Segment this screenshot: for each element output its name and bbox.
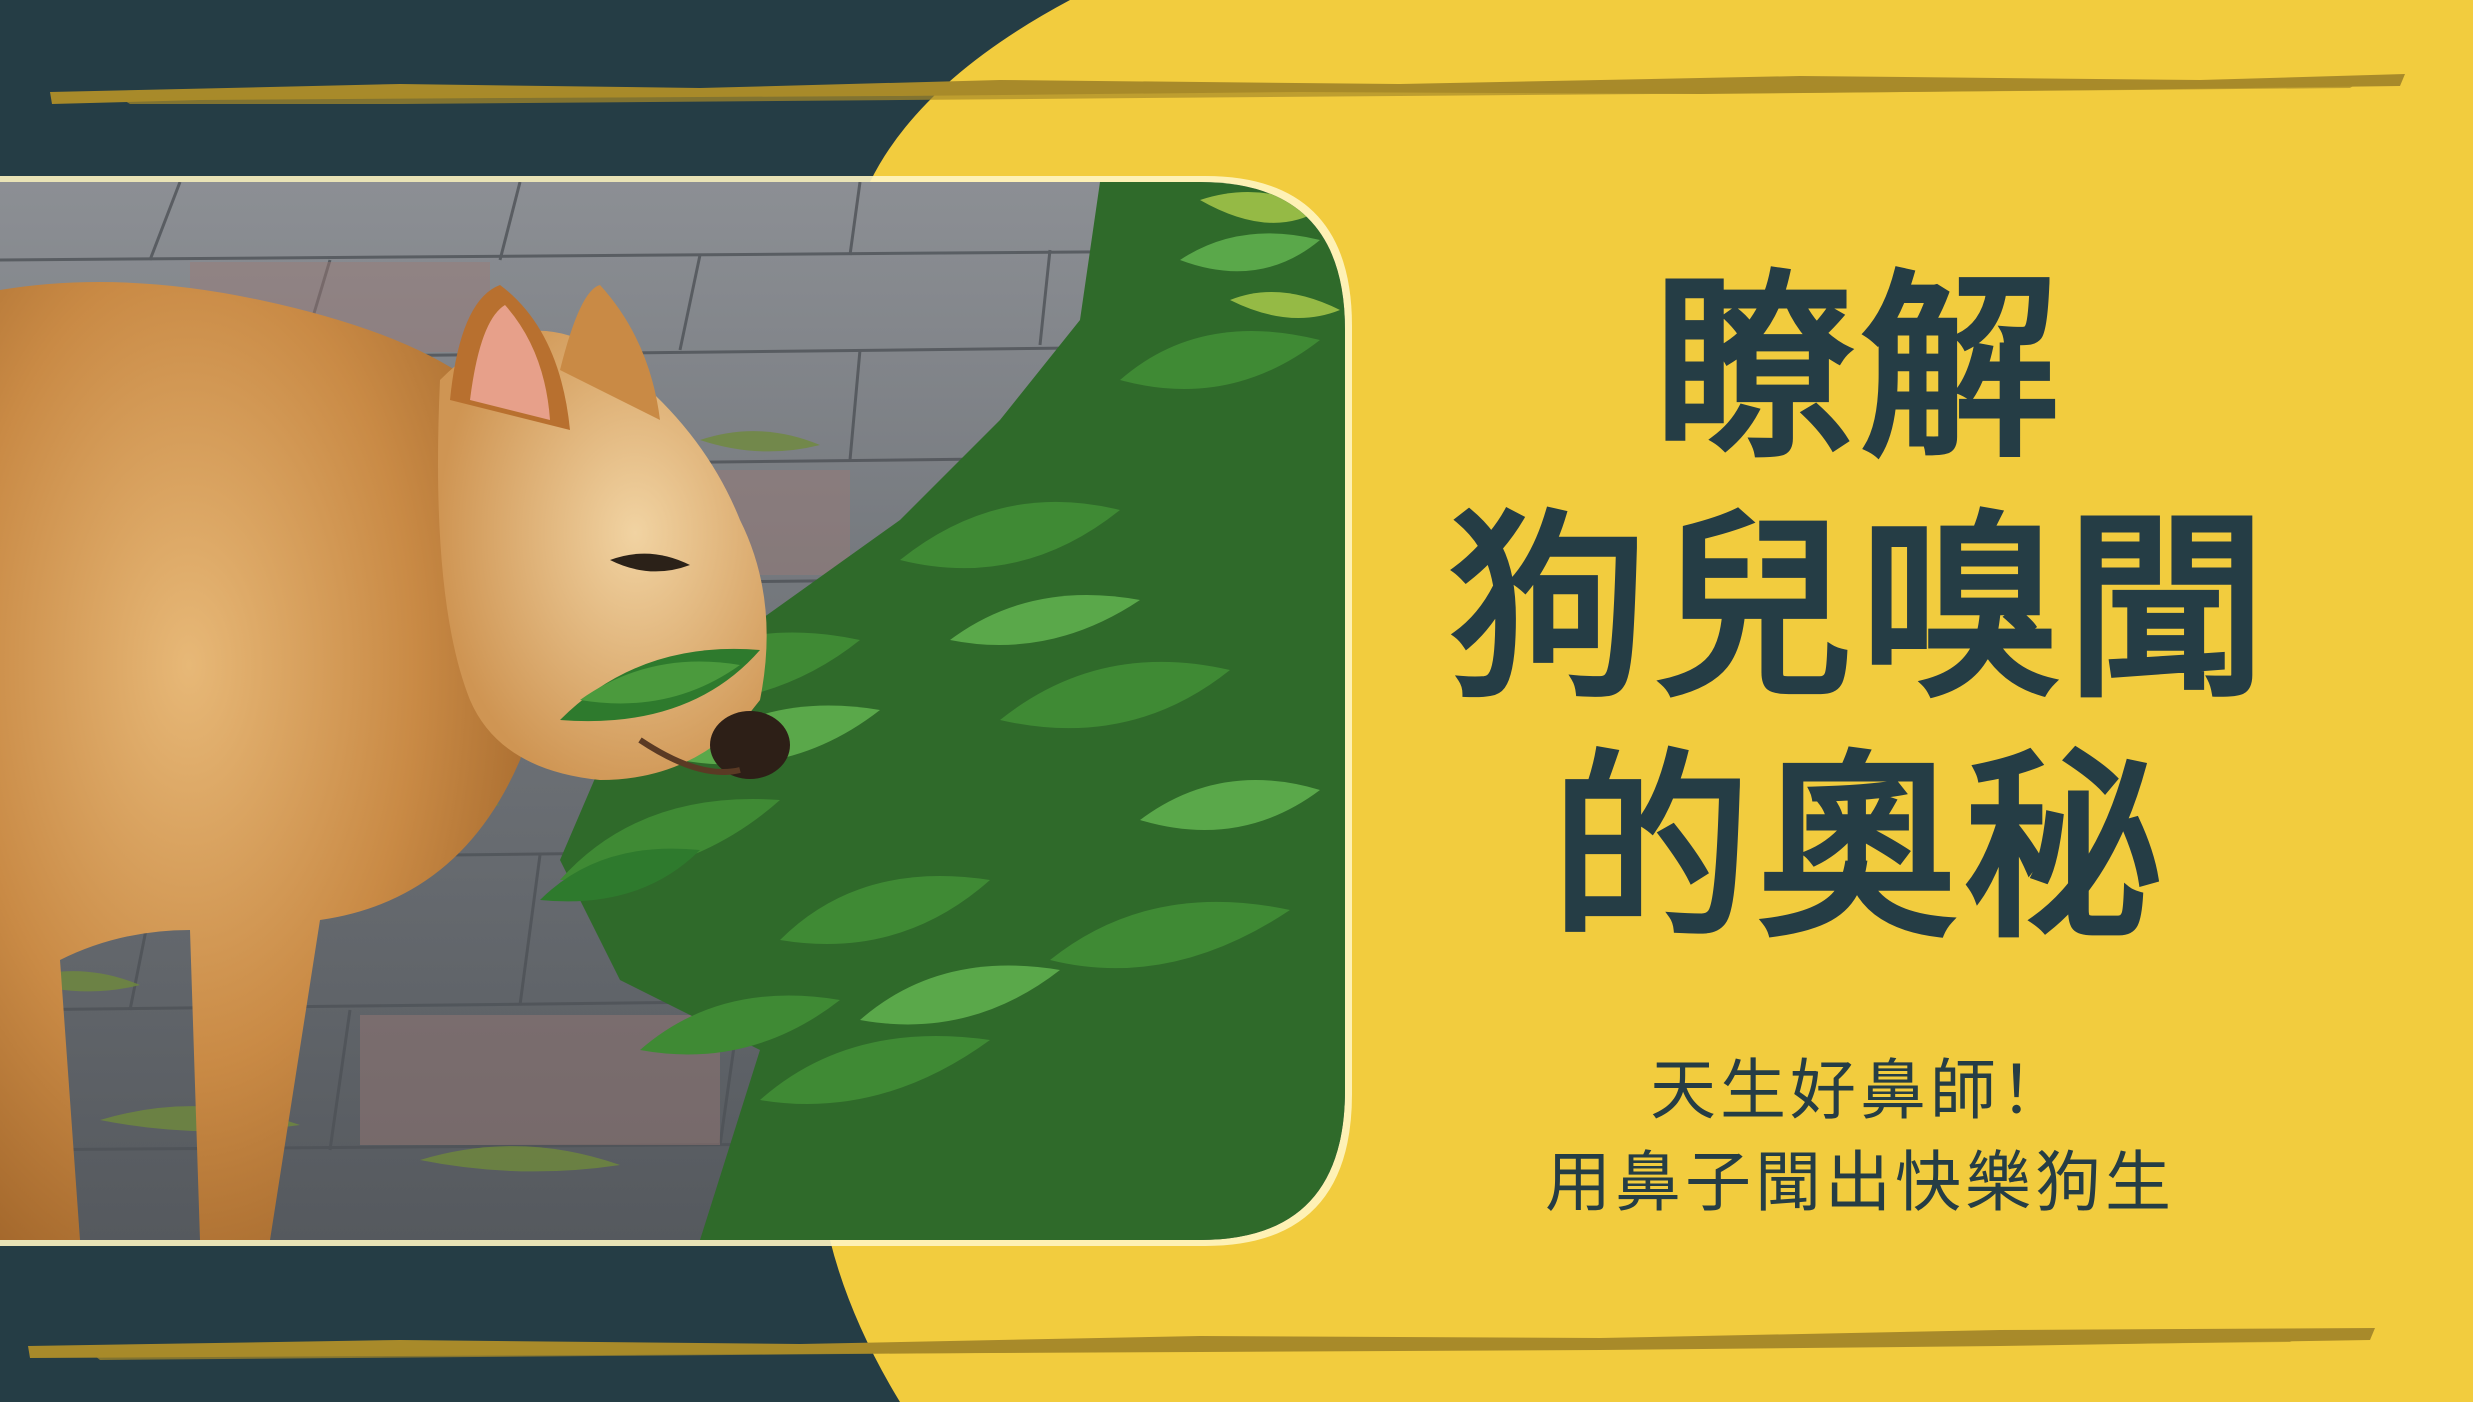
dog-sniffing-plant-photo <box>0 182 1345 1240</box>
title-line: 的奧秘 <box>1550 733 2169 966</box>
banner-title: 瞭解 狗兒嗅聞 的奧秘 <box>1370 250 2350 970</box>
brush-stroke-top <box>50 74 2405 104</box>
title-line: 瞭解 <box>1653 253 2066 486</box>
subtitle-line: 用鼻子聞出快樂狗生 <box>1545 1144 2175 1221</box>
subtitle-line: 天生好鼻師！ <box>1650 1052 2070 1129</box>
navy-bottom-band <box>0 1240 900 1402</box>
brush-stroke-bottom <box>28 1328 2375 1360</box>
banner-subtitle: 天生好鼻師！ 用鼻子聞出快樂狗生 <box>1370 1045 2350 1229</box>
title-line: 狗兒嗅聞 <box>1447 493 2272 726</box>
